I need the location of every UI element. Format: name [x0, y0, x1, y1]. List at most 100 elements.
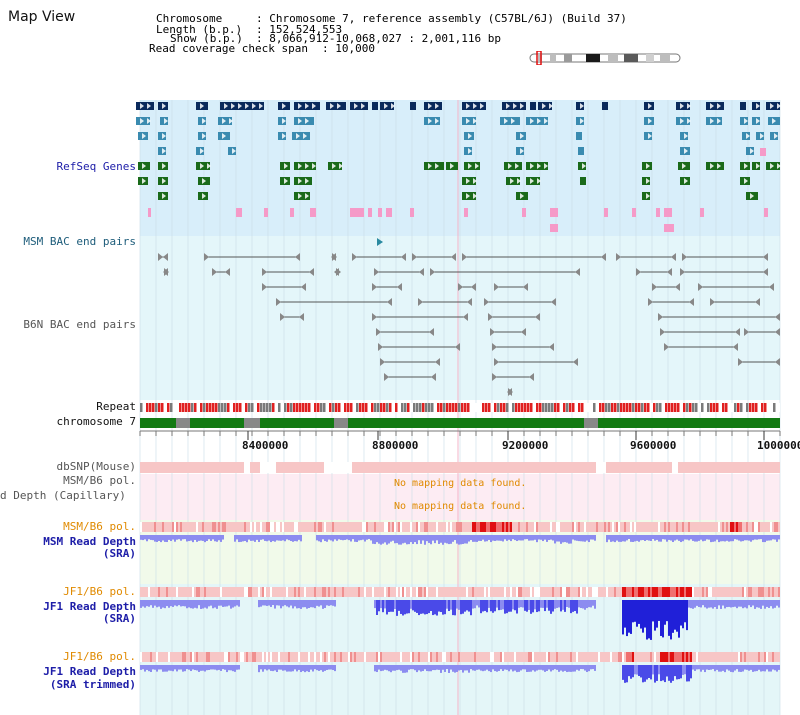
pol-cell — [554, 587, 556, 597]
bac-pair — [648, 298, 694, 306]
depth-bar — [558, 600, 560, 608]
pink-marker — [632, 208, 636, 217]
pol-cell — [386, 587, 388, 597]
depth-bar — [214, 600, 216, 608]
repeat-block — [359, 403, 362, 412]
pol-cell — [726, 587, 728, 597]
depth-bar — [280, 600, 282, 609]
depth-bar — [484, 665, 486, 671]
gene-glyph — [372, 102, 378, 110]
gene-glyph — [446, 162, 458, 170]
pol-cell — [332, 522, 334, 532]
depth-bar — [440, 665, 442, 673]
pol-cell — [306, 522, 308, 532]
depth-bar — [566, 535, 568, 543]
depth-bar — [768, 665, 770, 672]
pol-cell — [570, 652, 572, 662]
depth-bar — [284, 600, 286, 606]
gene-glyph — [766, 102, 781, 110]
pol-cell — [572, 652, 574, 662]
gene-arrow — [744, 178, 748, 184]
pol-cell — [594, 522, 596, 532]
pol-cell — [232, 652, 234, 662]
b6n-bac-label[interactable]: B6N BAC end pairs — [23, 318, 136, 331]
pol-cell — [406, 587, 408, 597]
bac-pair — [652, 283, 680, 291]
refseq-gene-glyphs[interactable] — [136, 102, 781, 232]
depth-bar — [156, 665, 158, 672]
pink-marker — [550, 208, 558, 217]
depth-bar — [200, 665, 202, 671]
depth-bar — [370, 535, 372, 541]
repeat-block — [713, 403, 716, 412]
pol-cell — [222, 522, 224, 532]
depth-bar — [722, 535, 724, 542]
pol-cell — [654, 522, 656, 532]
msm-bac-label[interactable]: MSM BAC end pairs — [23, 235, 136, 248]
depth-bar — [712, 665, 714, 670]
depth-bar — [750, 665, 752, 670]
depth-bar — [572, 535, 574, 540]
depth-bar — [410, 535, 412, 543]
depth-bar — [350, 535, 352, 542]
pol-cell — [746, 522, 748, 532]
gene-arrow — [391, 103, 395, 109]
gene-body — [578, 147, 584, 155]
depth-bar — [676, 665, 678, 680]
depth-bar — [292, 665, 294, 672]
depth-bar — [412, 665, 414, 670]
pol-cell — [626, 587, 628, 597]
pol-cell — [518, 587, 520, 597]
depth-bar — [170, 535, 172, 542]
gene-glyph — [502, 102, 526, 110]
depth-bar — [558, 535, 560, 542]
depth-bar — [504, 600, 506, 614]
repeat-block — [356, 403, 359, 412]
pol-cell — [328, 652, 330, 662]
repeat-block — [557, 403, 560, 412]
pol-cell — [312, 587, 314, 597]
pol-cell — [294, 652, 296, 662]
chromosome-ideogram[interactable] — [528, 51, 684, 65]
depth-bar — [648, 535, 650, 541]
pol-cell — [232, 587, 234, 597]
repeat-block — [410, 403, 413, 412]
pol-cell — [528, 652, 530, 662]
bac-end-pair-glyphs[interactable] — [158, 238, 780, 396]
pol-cell — [300, 652, 302, 662]
gene-arrow — [746, 133, 750, 139]
depth-bar — [528, 535, 530, 541]
repeat-block — [464, 403, 467, 412]
depth-bar — [728, 665, 730, 671]
bac-pair — [680, 268, 768, 276]
depth-bar — [180, 600, 182, 607]
depth-bar — [676, 535, 678, 540]
pol-cell — [426, 587, 428, 597]
pol-cell — [240, 522, 242, 532]
depth-bar — [340, 535, 342, 540]
pol-cell — [144, 652, 146, 662]
gene-body — [530, 102, 536, 110]
chromosome-gap — [244, 418, 260, 428]
bac-pair — [710, 298, 760, 306]
pol-cell — [546, 522, 548, 532]
pink-marker — [700, 208, 704, 217]
depth-bar — [444, 665, 446, 672]
pol-cell — [152, 587, 154, 597]
pol-cell — [304, 522, 306, 532]
repeat-block — [485, 403, 488, 412]
depth-bar — [654, 535, 656, 541]
pol-cell — [694, 522, 696, 532]
pol-cell — [750, 587, 752, 597]
depth-bar — [756, 600, 758, 608]
depth-bar — [282, 665, 284, 671]
depth-bar — [428, 665, 430, 672]
pol-cell — [590, 587, 592, 597]
refseq-genes-label[interactable]: RefSeq Genes — [56, 160, 136, 173]
depth-bar — [310, 600, 312, 608]
depth-bar — [408, 535, 410, 545]
repeat-block — [341, 403, 344, 412]
depth-bar — [724, 600, 726, 609]
pol-cell — [738, 652, 740, 662]
